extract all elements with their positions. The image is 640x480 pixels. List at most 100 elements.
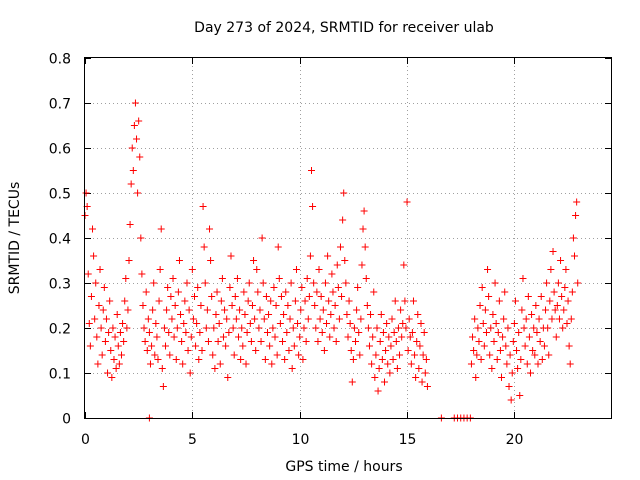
data-point <box>414 311 422 318</box>
data-point <box>123 324 131 332</box>
data-point <box>105 329 113 336</box>
data-point <box>195 356 203 363</box>
data-point <box>510 320 518 327</box>
data-point <box>382 347 390 354</box>
data-point <box>371 374 379 381</box>
data-point <box>471 315 479 323</box>
data-point <box>170 333 178 341</box>
data-point <box>274 243 282 251</box>
data-point <box>332 338 340 345</box>
data-point <box>108 374 116 381</box>
data-point <box>231 293 239 300</box>
x-tick-label: 0 <box>81 432 90 448</box>
data-point <box>373 324 381 332</box>
data-point <box>535 315 543 323</box>
data-point <box>564 297 572 305</box>
data-point <box>363 302 371 309</box>
data-point <box>181 297 189 305</box>
data-point <box>525 333 533 341</box>
data-point <box>515 329 523 336</box>
data-point <box>89 225 97 233</box>
data-point <box>107 347 115 354</box>
data-point <box>291 297 299 305</box>
data-point <box>385 333 393 341</box>
data-point <box>494 329 502 336</box>
data-point <box>180 320 188 327</box>
data-point <box>518 306 526 314</box>
data-point <box>524 293 532 300</box>
data-point <box>277 293 285 300</box>
data-point <box>526 369 534 377</box>
data-point <box>301 297 309 305</box>
data-point <box>268 360 276 368</box>
data-point <box>110 356 118 363</box>
data-point <box>402 324 410 332</box>
data-point <box>345 297 353 305</box>
data-point <box>523 360 531 368</box>
data-point <box>300 324 308 332</box>
data-point <box>126 221 134 228</box>
data-point <box>175 257 183 264</box>
data-point <box>328 270 336 278</box>
data-point <box>312 324 320 332</box>
data-point <box>532 302 540 309</box>
data-point <box>480 342 488 350</box>
data-point <box>255 324 263 332</box>
data-point <box>179 360 187 368</box>
data-point <box>148 342 156 350</box>
data-point <box>398 333 406 341</box>
data-point <box>216 360 224 368</box>
data-point <box>504 324 512 332</box>
data-point <box>182 329 190 336</box>
data-point <box>169 275 177 282</box>
data-point <box>198 347 206 354</box>
data-point <box>315 266 323 273</box>
data-point <box>529 347 537 354</box>
data-point <box>567 315 575 323</box>
data-point <box>295 351 303 359</box>
data-point <box>423 383 431 390</box>
data-point <box>485 293 493 300</box>
data-point <box>117 351 125 359</box>
data-point <box>475 338 483 345</box>
data-point <box>112 365 120 372</box>
data-point <box>505 383 513 390</box>
data-point <box>531 351 539 359</box>
data-point <box>489 311 497 318</box>
data-point <box>482 329 490 336</box>
data-point <box>416 342 424 350</box>
data-point <box>304 315 312 323</box>
data-point <box>186 369 194 377</box>
plot-frame <box>84 57 612 419</box>
data-point <box>508 369 516 377</box>
data-point <box>412 374 420 381</box>
data-point <box>223 315 231 323</box>
data-point <box>341 257 349 264</box>
data-point <box>396 351 404 359</box>
data-point <box>266 342 274 350</box>
data-point <box>340 189 348 197</box>
data-point <box>392 338 400 345</box>
data-point <box>500 315 508 323</box>
data-point <box>97 324 105 332</box>
data-point <box>238 324 246 332</box>
data-point <box>100 284 108 291</box>
y-tick-label: 0.5 <box>49 187 71 203</box>
data-point <box>259 279 267 287</box>
data-point <box>137 234 145 242</box>
data-point <box>240 288 248 296</box>
y-tick-label: 0.8 <box>49 52 71 68</box>
data-point <box>224 374 232 381</box>
data-point <box>183 279 191 287</box>
data-point <box>506 351 514 359</box>
data-point <box>548 315 556 323</box>
data-point <box>321 279 329 287</box>
data-point <box>185 306 193 314</box>
data-point <box>522 315 530 323</box>
data-point <box>226 284 234 291</box>
data-point <box>121 297 129 305</box>
data-point <box>276 320 284 327</box>
data-point <box>317 293 325 300</box>
data-point <box>285 347 293 354</box>
data-point <box>511 297 519 305</box>
